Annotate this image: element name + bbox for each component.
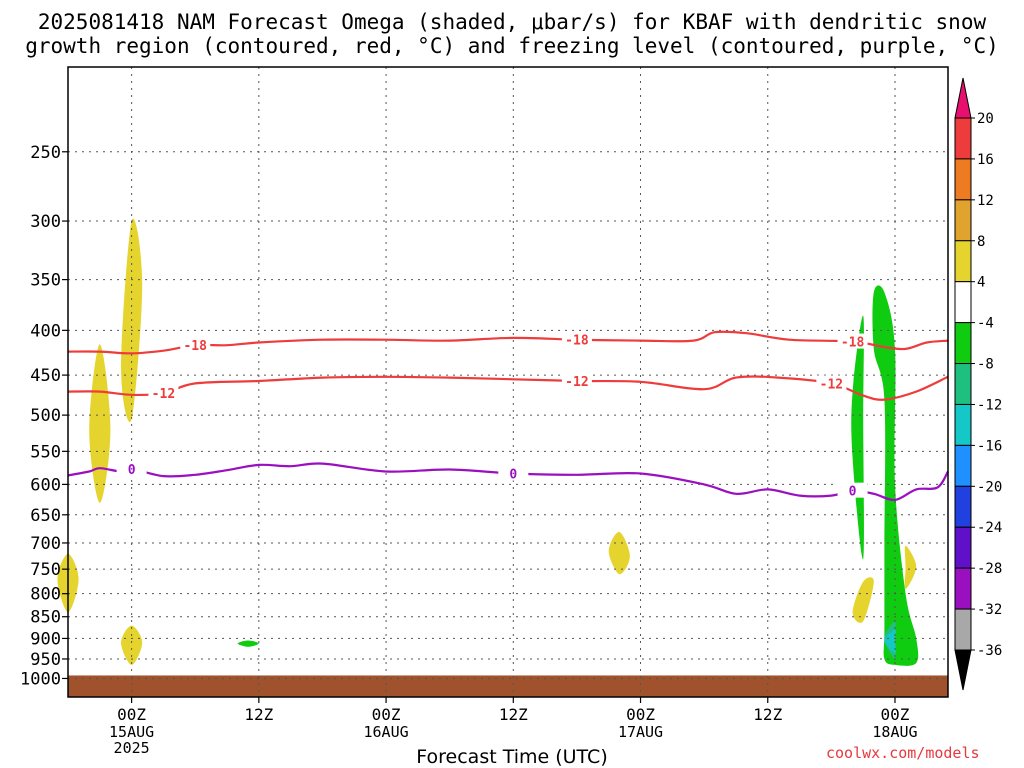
colorbar-label-9: -16 — [977, 438, 1002, 454]
contour-label-bg-1-3 — [837, 333, 868, 349]
omega-shaded-region-6 — [852, 577, 874, 623]
colorbar-band-12 — [954, 567, 972, 610]
y-tick-label-450: 450 — [30, 366, 61, 386]
omega-shaded-region-2 — [89, 344, 111, 503]
x-tick-label-3: 00Z — [372, 705, 401, 724]
colorbar-band-13 — [954, 608, 972, 651]
y-tick-label-400: 400 — [30, 321, 61, 341]
contour-lines: -18 -18 -18 -12 -12 -12 0 0 0 — [67, 330, 949, 502]
y-tick-label-600: 600 — [30, 475, 61, 495]
contour-label-bg-3-3 — [837, 482, 868, 498]
colorbar-band-2 — [954, 158, 972, 201]
x-tick-date-5: 17AUG — [618, 723, 663, 741]
omega-shaded-region-7 — [904, 545, 917, 589]
colorbar-bottom-arrow — [954, 649, 972, 691]
colorbar-band-6 — [954, 322, 972, 365]
contour-label-bg-2-3 — [816, 375, 847, 391]
y-tick-label-1000: 1000 — [20, 669, 61, 689]
y-tick-label-500: 500 — [30, 406, 61, 426]
plot-frame — [67, 66, 949, 698]
x-tick-label-1: 00Z — [117, 705, 146, 724]
colorbar-label-14: -36 — [977, 643, 1002, 659]
colorbar-band-3 — [954, 199, 972, 242]
contour-line-1 — [67, 330, 949, 355]
y-axis-ticks: 2503003504004505005506006507007508008509… — [20, 143, 68, 689]
colorbar-label-7: -8 — [977, 357, 994, 373]
contour-label-2-2: -12 — [565, 375, 588, 390]
x-tick-label-4: 12Z — [499, 705, 528, 724]
colorbar-label-3: 12 — [977, 193, 994, 209]
colorbar-band-5 — [954, 281, 972, 324]
colorbar-band-11 — [954, 526, 972, 569]
colorbar-band-4 — [954, 240, 972, 283]
y-tick-label-700: 700 — [30, 534, 61, 554]
contour-label-bg-2-2 — [561, 372, 592, 388]
y-tick-label-550: 550 — [30, 442, 61, 462]
contour-label-bg-1-2 — [561, 331, 592, 347]
colorbar-band-8 — [954, 403, 972, 446]
contour-label-bg-3-1 — [116, 460, 147, 476]
x-tick-date-1: 15AUG — [109, 723, 154, 741]
contour-label-bg-1-1 — [180, 337, 211, 353]
contour-line-2 — [67, 375, 949, 401]
y-tick-label-750: 750 — [30, 560, 61, 580]
x-tick-date-7: 18AUG — [872, 723, 917, 741]
chart-title-line2: growth region (contoured, red, °C) and f… — [25, 34, 999, 58]
colorbar-band-1 — [954, 117, 972, 160]
y-tick-label-950: 950 — [30, 650, 61, 670]
colorbar-label-2: 16 — [977, 152, 994, 168]
contour-label-1-2: -18 — [565, 334, 589, 349]
x-tick-label-6: 12Z — [753, 705, 782, 724]
x-tick-label-7: 00Z — [881, 705, 910, 724]
contour-label-1-3: -18 — [841, 336, 865, 351]
surface-terrain — [68, 675, 948, 697]
colorbar-top-arrow — [954, 77, 972, 119]
contour-label-bg-3-2 — [498, 465, 529, 481]
omega-shaded-region-8 — [237, 640, 259, 647]
colorbar-label-12: -28 — [977, 561, 1002, 577]
x-tick-label-5: 00Z — [626, 705, 655, 724]
colorbar: 20 16 12 8 4 -4 -8 -12 -16 -20 -24 -28 -32 -36 — [954, 77, 1002, 691]
y-tick-label-300: 300 — [30, 212, 61, 232]
x-tick-date-3: 16AUG — [363, 723, 408, 741]
colorbar-label-4: 8 — [977, 234, 985, 250]
colorbar-band-7 — [954, 363, 972, 405]
omega-shading-layer — [57, 218, 919, 666]
y-tick-label-800: 800 — [30, 585, 61, 605]
chart-title-line1: 2025081418 NAM Forecast Omega (shaded, μ… — [37, 10, 987, 34]
y-tick-label-650: 650 — [30, 506, 61, 526]
contour-label-1-1: -18 — [183, 339, 207, 354]
colorbar-band-9 — [954, 444, 972, 487]
contour-label-3-2: 0 — [509, 467, 517, 482]
colorbar-label-5: 4 — [977, 275, 985, 291]
contour-label-3-3: 0 — [849, 485, 857, 500]
colorbar-label-1: 20 — [977, 111, 994, 127]
y-tick-label-850: 850 — [30, 608, 61, 628]
contour-label-bg-2-1 — [148, 385, 179, 401]
contour-label-2-3: -12 — [820, 377, 843, 392]
y-tick-label-350: 350 — [30, 271, 61, 291]
colorbar-label-13: -32 — [977, 602, 1002, 618]
y-tick-label-900: 900 — [30, 629, 61, 649]
omega-shaded-region-5 — [608, 531, 630, 575]
contour-label-3-1: 0 — [128, 463, 136, 478]
credit-link[interactable]: coolwx.com/models — [826, 744, 980, 762]
colorbar-label-8: -12 — [977, 397, 1002, 413]
colorbar-label-6: -4 — [977, 316, 994, 332]
contour-label-2-1: -12 — [152, 387, 175, 402]
omega-shaded-region-10 — [851, 315, 864, 560]
colorbar-band-10 — [954, 485, 972, 528]
omega-shaded-region-4 — [121, 625, 143, 665]
omega-shaded-region-12 — [884, 629, 896, 653]
x-tick-year-1: 2025 — [114, 739, 150, 757]
x-tick-label-2: 12Z — [244, 705, 273, 724]
omega-shaded-region-9 — [872, 285, 919, 666]
colorbar-label-11: -24 — [977, 520, 1002, 536]
y-tick-label-250: 250 — [30, 143, 61, 163]
colorbar-label-10: -20 — [977, 479, 1002, 495]
x-axis-title: Forecast Time (UTC) — [416, 746, 608, 768]
